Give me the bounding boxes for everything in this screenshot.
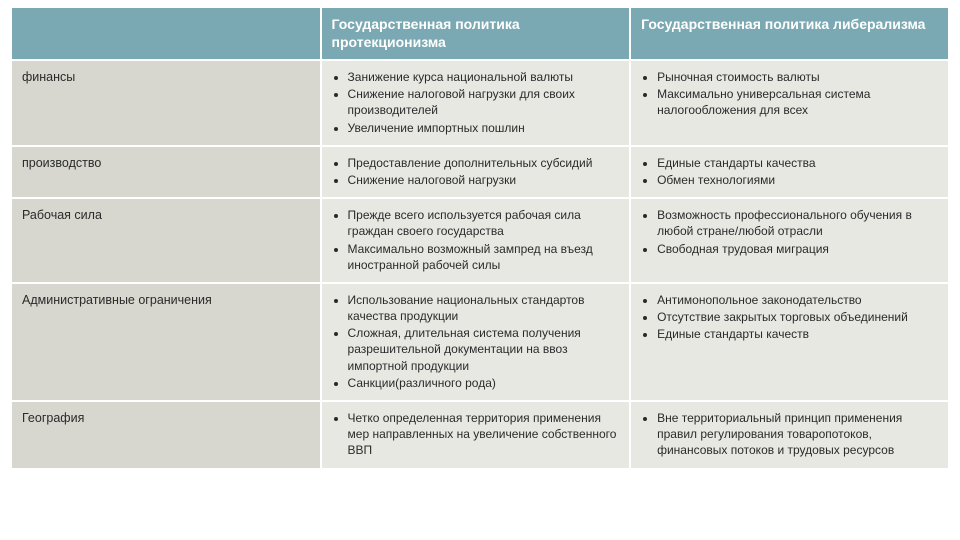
header-row: Государственная политика протекционизма … [12,8,948,59]
cell-protectionism: Использование национальных стандартов ка… [322,284,630,400]
list-item: Сложная, длительная система получения ра… [348,325,620,374]
cell-protectionism: Прежде всего используется рабочая сила г… [322,199,630,282]
comparison-table: Государственная политика протекционизма … [10,6,950,470]
list-item: Единые стандарты качеств [657,326,938,342]
table-body: финансыЗанижение курса национальной валю… [12,61,948,468]
header-liberalism: Государственная политика либерализма [631,8,948,59]
bullet-list: Занижение курса национальной валютыСниже… [332,69,620,136]
bullet-list: Единые стандарты качестваОбмен технологи… [641,155,938,188]
bullet-list: Антимонопольное законодательствоОтсутств… [641,292,938,343]
list-item: Занижение курса национальной валюты [348,69,620,85]
table-row: Рабочая сила Прежде всего используется ра… [12,199,948,282]
cell-liberalism: Вне территориальный принцип применения п… [631,402,948,468]
cell-liberalism: Возможность профессионального обучения в… [631,199,948,282]
table-row: производство Предоставление дополнительны… [12,147,948,197]
table-row: География Четко определенная территория п… [12,402,948,468]
cell-liberalism: Антимонопольное законодательствоОтсутств… [631,284,948,400]
list-item: Прежде всего используется рабочая сила г… [348,207,620,239]
row-label: финансы [12,61,320,145]
list-item: Максимально универсальная система налого… [657,86,938,118]
row-label: Рабочая сила [12,199,320,282]
list-item: Увеличение импортных пошлин [348,120,620,136]
list-item: Отсутствие закрытых торговых объединений [657,309,938,325]
cell-liberalism: Единые стандарты качестваОбмен технологи… [631,147,948,197]
list-item: Свободная трудовая миграция [657,241,938,257]
bullet-list: Прежде всего используется рабочая сила г… [332,207,620,273]
list-item: Санкции(различного рода) [348,375,620,391]
bullet-list: Вне территориальный принцип применения п… [641,410,938,459]
row-label: География [12,402,320,468]
list-item: Максимально возможный зампред на въезд и… [348,241,620,273]
header-protectionism: Государственная политика протекционизма [322,8,630,59]
header-blank [12,8,320,59]
bullet-list: Четко определенная территория применения… [332,410,620,459]
bullet-list: Использование национальных стандартов ка… [332,292,620,391]
list-item: Использование национальных стандартов ка… [348,292,620,324]
list-item: Вне территориальный принцип применения п… [657,410,938,459]
list-item: Предоставление дополнительных субсидий [348,155,620,171]
list-item: Обмен технологиями [657,172,938,188]
cell-protectionism: Предоставление дополнительных субсидийСн… [322,147,630,197]
list-item: Четко определенная территория применения… [348,410,620,459]
row-label: производство [12,147,320,197]
table-row: Административные ограничения Использовани… [12,284,948,400]
row-label: Административные ограничения [12,284,320,400]
table-container: Государственная политика протекционизма … [0,0,960,476]
list-item: Снижение налоговой нагрузки для своих пр… [348,86,620,118]
cell-protectionism: Четко определенная территория применения… [322,402,630,468]
bullet-list: Предоставление дополнительных субсидийСн… [332,155,620,188]
table-row: финансыЗанижение курса национальной валю… [12,61,948,145]
list-item: Рыночная стоимость валюты [657,69,938,85]
cell-protectionism: Занижение курса национальной валютыСниже… [322,61,630,145]
list-item: Единые стандарты качества [657,155,938,171]
list-item: Снижение налоговой нагрузки [348,172,620,188]
bullet-list: Возможность профессионального обучения в… [641,207,938,257]
cell-liberalism: Рыночная стоимость валютыМаксимально уни… [631,61,948,145]
list-item: Возможность профессионального обучения в… [657,207,938,239]
bullet-list: Рыночная стоимость валютыМаксимально уни… [641,69,938,119]
list-item: Антимонопольное законодательство [657,292,938,308]
